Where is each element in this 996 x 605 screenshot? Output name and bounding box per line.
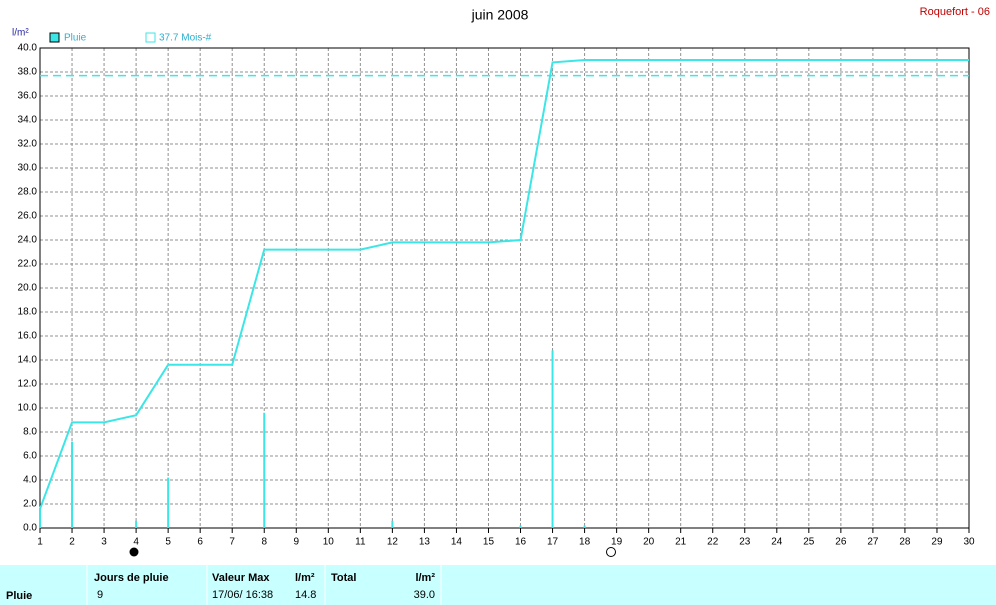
table-cell: 39.0 — [414, 589, 435, 601]
y-tick-label: 40.0 — [18, 43, 38, 54]
legend-label: Pluie — [64, 33, 87, 44]
x-tick-label: 14 — [451, 537, 463, 548]
plot-frame — [39, 47, 970, 529]
y-tick-label: 14.0 — [18, 355, 38, 366]
x-tick-label: 22 — [707, 537, 719, 548]
x-tick-label: 28 — [899, 537, 911, 548]
x-tick-label: 8 — [261, 537, 267, 548]
x-tick-label: 25 — [803, 537, 815, 548]
table-cell: 9 — [97, 589, 103, 601]
table-cell: 14.8 — [295, 589, 316, 601]
x-tick-label: 7 — [229, 537, 235, 548]
x-tick-label: 12 — [387, 537, 399, 548]
y-tick-label: 24.0 — [18, 235, 38, 246]
x-tick-label: 11 — [355, 537, 366, 548]
y-tick-label: 2.0 — [23, 499, 37, 510]
table-bg — [0, 565, 996, 605]
table-header: Total — [331, 572, 356, 584]
table-header: l/m² — [415, 572, 435, 584]
y-tick-label: 28.0 — [18, 187, 38, 198]
x-tick-label: 15 — [483, 537, 495, 548]
cumulative-line — [39, 59, 969, 510]
moon-phase — [606, 547, 616, 557]
legend-swatch — [49, 32, 60, 43]
y-tick-label: 26.0 — [18, 211, 38, 222]
y-tick-label: 20.0 — [18, 283, 38, 294]
y-tick-label: 18.0 — [18, 307, 38, 318]
y-tick-label: 32.0 — [18, 139, 38, 150]
x-tick-label: 4 — [133, 537, 139, 548]
x-tick-label: 29 — [931, 537, 943, 548]
x-tick-label: 21 — [675, 537, 687, 548]
x-tick-label: 5 — [165, 537, 171, 548]
legend-label: 37.7 Mois-# — [159, 33, 212, 44]
y-tick-label: 10.0 — [18, 403, 38, 414]
table: Jours de pluie Valeur Max l/m² Total l/m… — [0, 565, 996, 605]
table-header: Jours de pluie — [94, 572, 169, 584]
x-tick-label: 26 — [835, 537, 847, 548]
x-tick-label: 2 — [69, 537, 75, 548]
y-tick-label: 8.0 — [23, 427, 37, 438]
x-tick-label: 24 — [771, 537, 783, 548]
station: Roquefort - 06 — [920, 6, 990, 18]
y-tick-label: 34.0 — [18, 115, 38, 126]
chart-title: juin 2008 — [471, 7, 529, 23]
y-tick-label: 0.0 — [23, 523, 37, 534]
x-tick-label: 16 — [515, 537, 527, 548]
y-tick-label: 30.0 — [18, 163, 38, 174]
y-tick-label: 22.0 — [18, 259, 38, 270]
x-tick-label: 20 — [643, 537, 655, 548]
x-tick-label: 17 — [547, 537, 559, 548]
y-tick-label: 6.0 — [23, 451, 37, 462]
x-tick-label: 30 — [963, 537, 975, 548]
table-cell: 17/06/ 16:38 — [212, 589, 273, 601]
y-tick-label: 16.0 — [18, 331, 38, 342]
y-tick-label: 4.0 — [23, 475, 37, 486]
legend-swatch — [145, 32, 156, 43]
y-tick-label: 36.0 — [18, 91, 38, 102]
x-tick-label: 3 — [101, 537, 107, 548]
table-header: Valeur Max — [212, 572, 270, 584]
x-tick-label: 18 — [579, 537, 591, 548]
table-header: l/m² — [295, 572, 315, 584]
x-tick-label: 23 — [739, 537, 751, 548]
x-tick-label: 1 — [37, 537, 43, 548]
table-cell: Pluie — [6, 590, 32, 602]
y-label: l/m² — [12, 28, 29, 39]
y-tick-label: 38.0 — [18, 67, 38, 78]
x-tick-label: 13 — [419, 537, 431, 548]
x-tick-label: 6 — [197, 537, 203, 548]
x-tick-label: 27 — [867, 537, 879, 548]
x-tick-label: 10 — [323, 537, 335, 548]
moon-phase — [129, 547, 139, 557]
x-tick-label: 19 — [611, 537, 623, 548]
y-tick-label: 12.0 — [18, 379, 38, 390]
x-tick-label: 9 — [293, 537, 299, 548]
